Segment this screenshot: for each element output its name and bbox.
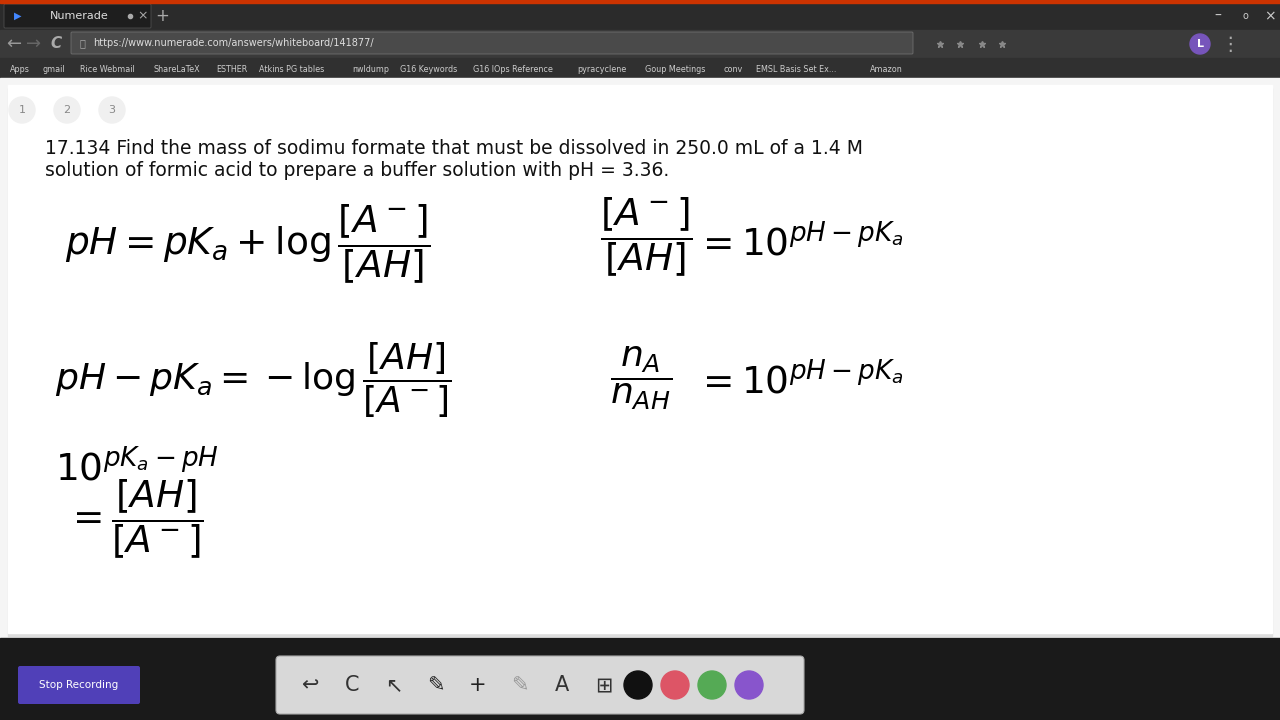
Text: 2: 2 [64,105,70,115]
Text: ▶: ▶ [14,11,22,21]
Bar [0,30,1280,58]
Text: 17.134 Find the mass of sodimu formate that must be dissolved in 250.0 mL of a 1: 17.134 Find the mass of sodimu formate t… [45,138,863,158]
Circle shape [625,671,652,699]
Bar [0,0,1280,3]
Text: $= 10^{pH-pK_a}$: $= 10^{pH-pK_a}$ [695,223,904,263]
Text: Amazon: Amazon [870,65,902,73]
Text: conv: conv [723,65,742,73]
Text: Goup Meetings: Goup Meetings [645,65,705,73]
Text: G16 Keywords: G16 Keywords [399,65,457,73]
Circle shape [54,97,79,123]
Text: L: L [1197,39,1203,49]
Text: C: C [344,675,360,695]
Text: $\dfrac{[A^-]}{[AH]}$: $\dfrac{[A^-]}{[AH]}$ [600,196,692,279]
Text: ✎: ✎ [511,675,529,695]
Text: +: + [470,675,486,695]
Text: ×: × [138,9,148,22]
Bar [0,660,1280,720]
Text: $pH - pK_a = -\log\dfrac{[AH]}{[A^-]}$: $pH - pK_a = -\log\dfrac{[AH]}{[A^-]}$ [55,341,452,420]
Bar [0,3,1280,30]
Text: ShareLaTeX: ShareLaTeX [154,65,200,73]
Text: 3: 3 [109,105,115,115]
Bar [0,638,1280,660]
Text: Numerade: Numerade [50,11,109,21]
Text: ✎: ✎ [428,675,444,695]
Text: ⋮: ⋮ [1220,35,1240,53]
Bar [0,78,1280,640]
FancyBboxPatch shape [276,656,804,714]
Text: ←: ← [6,35,22,53]
Circle shape [735,671,763,699]
Text: $= \dfrac{[AH]}{[A^-]}$: $= \dfrac{[AH]}{[A^-]}$ [65,478,204,562]
Text: nwldump: nwldump [352,65,389,73]
Text: 🔒: 🔒 [79,38,86,48]
Text: o: o [1242,11,1248,21]
Text: ESTHER: ESTHER [216,65,247,73]
Text: G16 IOps Reference: G16 IOps Reference [474,65,553,73]
Text: $= 10^{pH-pK_a}$: $= 10^{pH-pK_a}$ [695,361,904,401]
Text: gmail: gmail [42,65,65,73]
FancyBboxPatch shape [70,32,913,54]
Circle shape [99,97,125,123]
Circle shape [698,671,726,699]
Text: ↩: ↩ [301,675,319,695]
Text: ⊞: ⊞ [595,675,613,695]
Circle shape [660,671,689,699]
Text: Rice Webmail: Rice Webmail [79,65,134,73]
Text: solution of formic acid to prepare a buffer solution with pH = 3.36.: solution of formic acid to prepare a buf… [45,161,669,179]
Bar [0,58,1280,80]
Circle shape [9,97,35,123]
Text: ×: × [1265,9,1276,23]
Text: +: + [155,7,169,25]
Text: Apps: Apps [10,65,29,73]
Text: →: → [27,35,41,53]
Circle shape [1190,34,1210,54]
Text: $10^{pK_a-pH}$: $10^{pK_a-pH}$ [55,448,219,488]
Text: $\dfrac{n_A}{n_{AH}}$: $\dfrac{n_A}{n_{AH}}$ [611,344,672,412]
Text: $pH = pK_a + \log\dfrac{[A^-]}{[AH]}$: $pH = pK_a + \log\dfrac{[A^-]}{[AH]}$ [65,203,430,287]
Text: https://www.numerade.com/answers/whiteboard/141877/: https://www.numerade.com/answers/whitebo… [93,38,374,48]
Text: pyracyclene: pyracyclene [577,65,626,73]
Text: C: C [50,37,61,52]
Text: A: A [554,675,570,695]
FancyBboxPatch shape [4,4,151,28]
Text: 1: 1 [18,105,26,115]
Bar [8,88,1272,636]
Text: –: – [1215,9,1221,23]
Text: Stop Recording: Stop Recording [40,680,119,690]
FancyBboxPatch shape [18,666,140,704]
Text: ↖: ↖ [385,675,403,695]
Text: Atkins PG tables: Atkins PG tables [259,65,324,73]
Bar [8,85,1272,633]
Text: EMSL Basis Set Ex...: EMSL Basis Set Ex... [755,65,836,73]
